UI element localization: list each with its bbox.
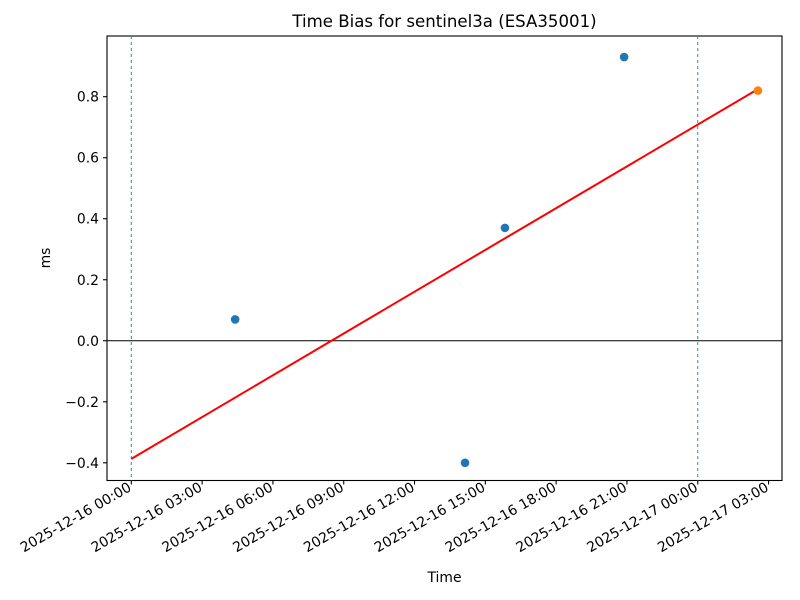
y-tick-label-3: 0.2 (77, 273, 99, 289)
data-point-s0-1 (460, 458, 470, 468)
y-tick-label-0: −0.4 (65, 456, 99, 472)
x-axis-label: Time (427, 570, 462, 586)
y-tick-label-5: 0.6 (77, 151, 99, 167)
axes-frame (106, 35, 783, 482)
y-tick-label-4: 0.4 (77, 212, 99, 228)
y-tick-label-2: 0.0 (77, 334, 99, 350)
y-tick-label-1: −0.2 (65, 395, 99, 411)
y-axis-label: ms (38, 248, 54, 269)
data-point-s1-0 (753, 86, 763, 95)
trend-line (130, 88, 759, 460)
data-point-s0-2 (500, 223, 510, 233)
chart-title: Time Bias for sentinel3a (ESA35001) (291, 12, 596, 31)
data-point-s0-0 (230, 315, 240, 324)
y-tick-label-6: 0.8 (77, 90, 99, 106)
data-point-s0-3 (619, 52, 629, 62)
